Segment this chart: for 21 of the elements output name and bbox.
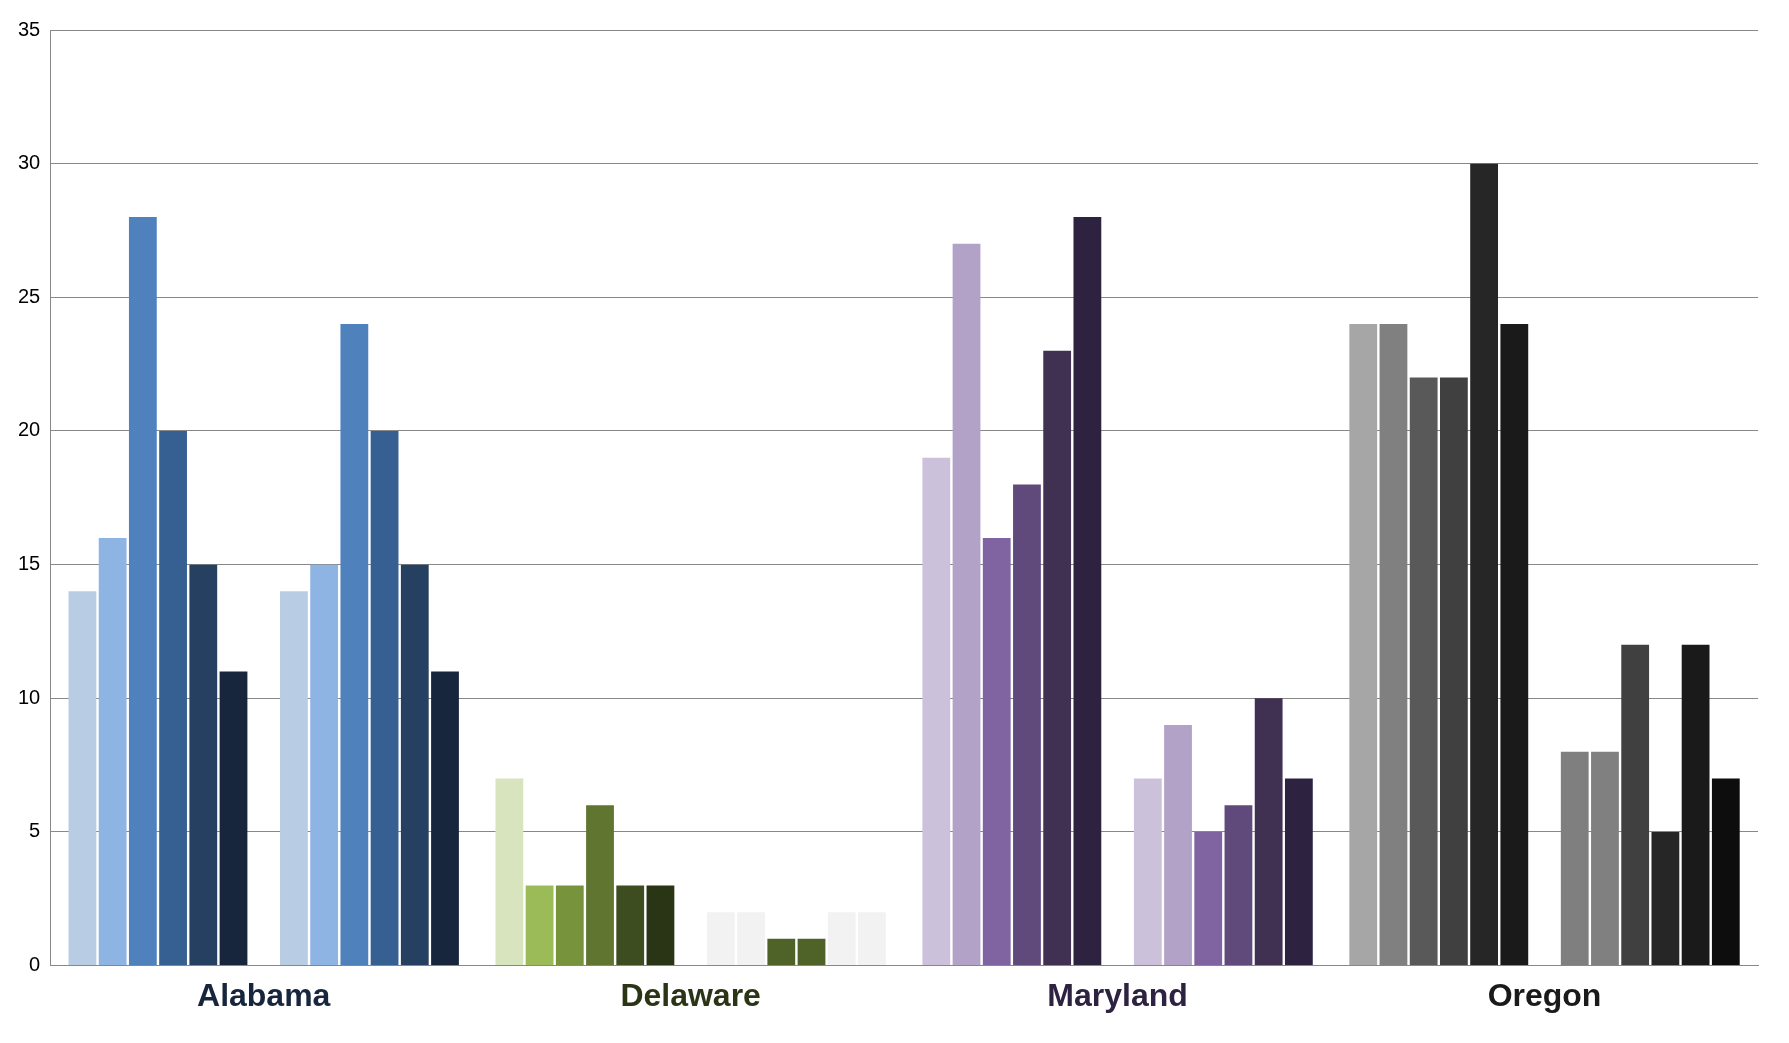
x-tick-label: Maryland xyxy=(1047,976,1188,1013)
bar xyxy=(1409,377,1438,966)
y-tick-label: 10 xyxy=(18,685,41,708)
x-tick-label: Delaware xyxy=(620,976,761,1013)
bar xyxy=(525,885,554,966)
bar xyxy=(646,885,675,966)
y-tick-label: 5 xyxy=(29,819,41,842)
y-tick-label: 30 xyxy=(18,151,41,174)
bar xyxy=(555,885,584,966)
bar xyxy=(616,885,645,966)
bar xyxy=(1711,778,1740,966)
bar xyxy=(1349,324,1378,966)
y-tick-label: 35 xyxy=(18,17,41,40)
bar xyxy=(495,778,524,966)
bar xyxy=(586,805,614,966)
y-tick-label: 15 xyxy=(18,552,41,575)
x-tick-label: Alabama xyxy=(197,976,331,1013)
y-tick-label: 0 xyxy=(29,953,41,976)
y-tick-label: 25 xyxy=(18,284,41,307)
y-tick-label: 20 xyxy=(18,418,41,441)
x-tick-label: Oregon xyxy=(1487,976,1602,1013)
